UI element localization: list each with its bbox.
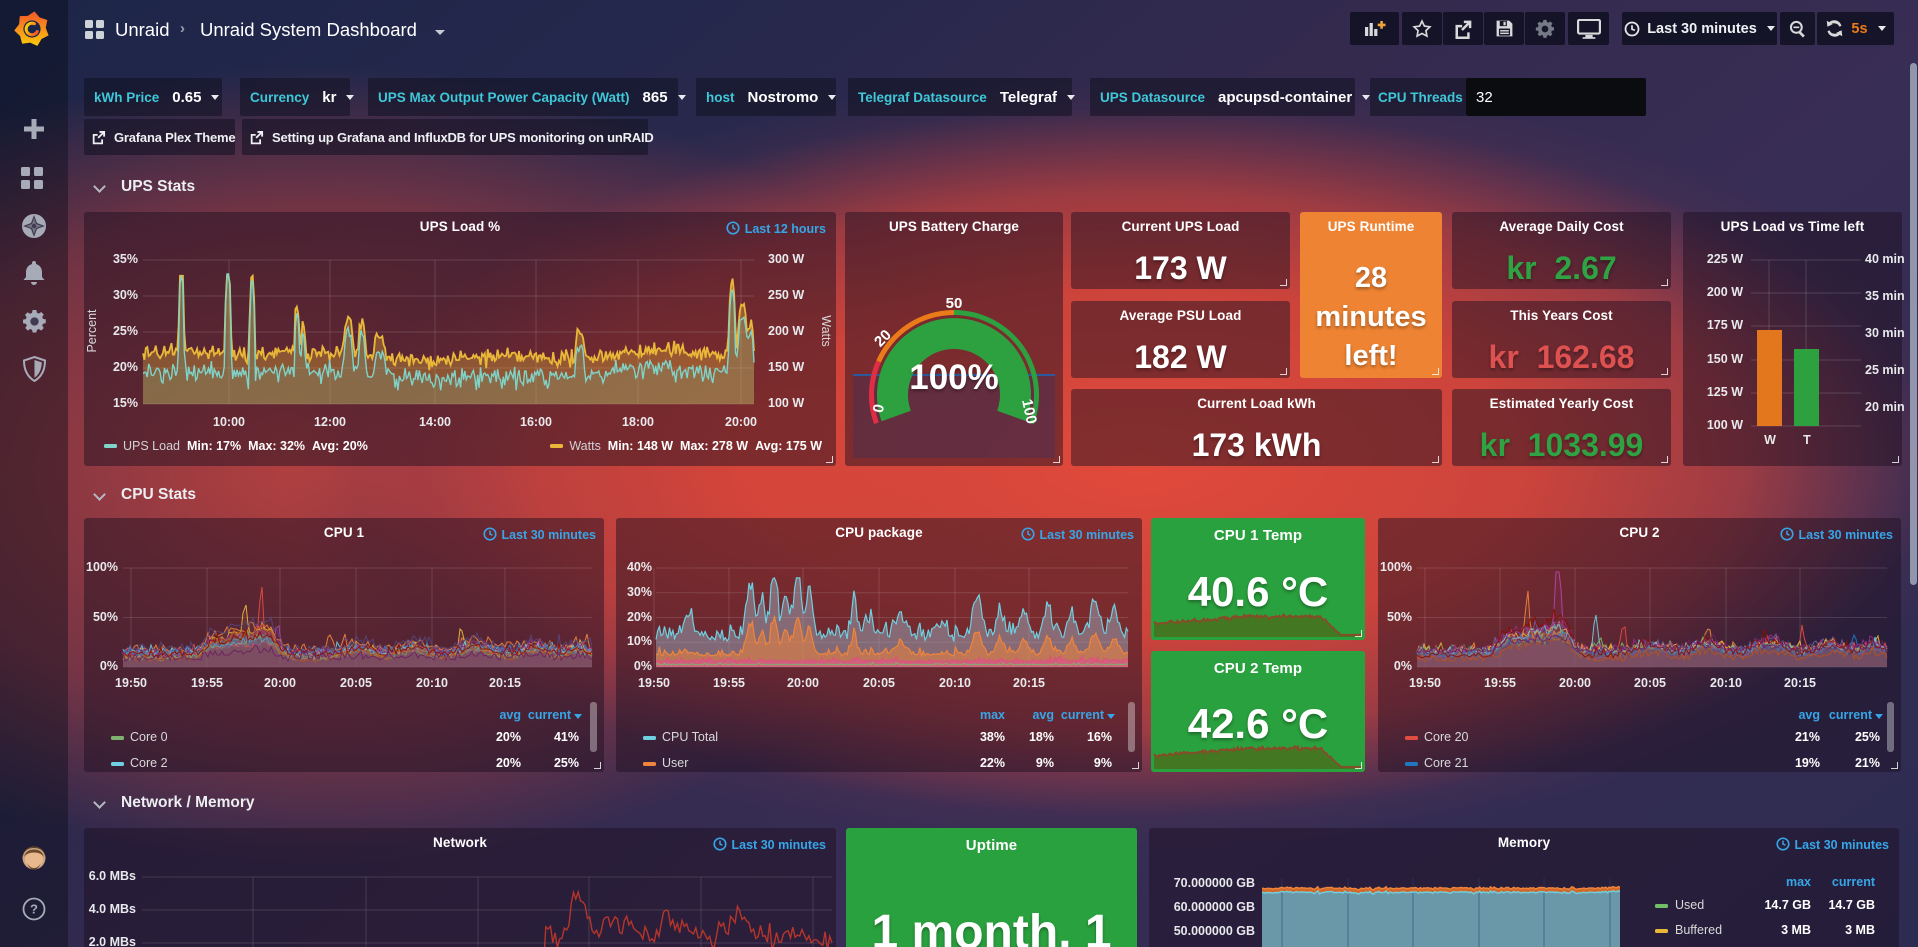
svg-text:?: ? xyxy=(30,902,38,917)
